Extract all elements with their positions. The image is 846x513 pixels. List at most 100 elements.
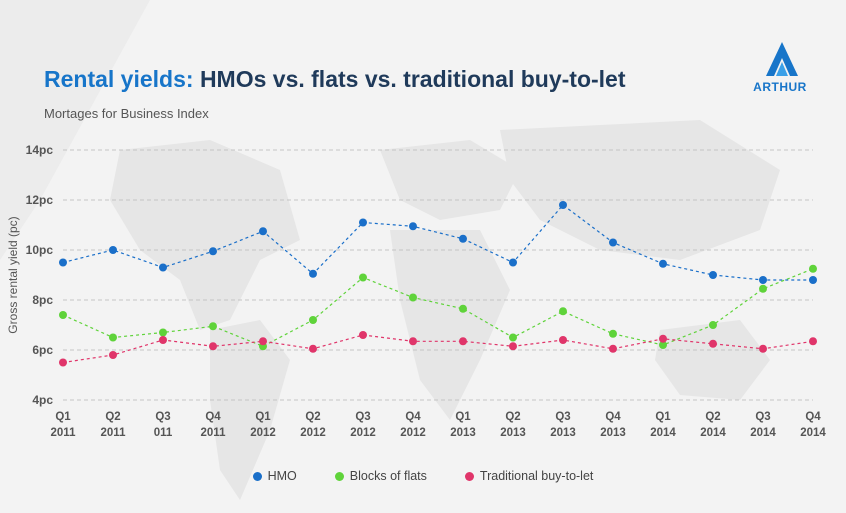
y-tick-label: 6pc xyxy=(32,343,53,357)
legend-label: Traditional buy-to-let xyxy=(479,469,594,483)
x-tick-label-year: 2011 xyxy=(51,427,77,439)
data-point-traditional-buy-to-let xyxy=(659,334,667,343)
logo-text: ARTHUR xyxy=(753,80,807,94)
data-point-traditional-buy-to-let xyxy=(609,344,617,353)
x-tick-label-quarter: Q1 xyxy=(655,411,671,423)
data-point-blocks-of-flats xyxy=(809,264,817,273)
data-point-traditional-buy-to-let xyxy=(159,336,167,344)
data-point-blocks-of-flats xyxy=(409,293,417,302)
legend-label: HMO xyxy=(267,469,297,483)
data-point-hmo xyxy=(209,247,217,256)
legend-label: Blocks of flats xyxy=(349,469,427,483)
chart-legend: HMO Blocks of flats Traditional buy-to-let xyxy=(0,469,846,483)
data-point-hmo xyxy=(559,201,567,209)
chart-subtitle: Mortages for Business Index xyxy=(44,106,209,121)
series-line-blocks-of-flats xyxy=(62,268,814,347)
legend-marker-icon xyxy=(334,471,344,481)
legend-item-hmo: HMO xyxy=(252,469,297,483)
data-point-blocks-of-flats xyxy=(759,284,767,293)
data-point-blocks-of-flats xyxy=(59,311,67,319)
y-axis-title: Gross rental yield (pc) xyxy=(6,216,20,333)
x-tick-label-quarter: Q4 xyxy=(805,411,821,423)
data-point-blocks-of-flats xyxy=(209,322,217,331)
x-tick-label-year: 2012 xyxy=(400,427,426,439)
data-point-hmo xyxy=(709,271,717,279)
legend-item-traditional-buy-to-let: Traditional buy-to-let xyxy=(464,469,594,483)
chart-title: Rental yields: HMOs vs. flats vs. tradit… xyxy=(44,66,626,93)
data-point-traditional-buy-to-let xyxy=(309,344,317,353)
x-tick-label-year: 2012 xyxy=(350,427,376,439)
x-tick-label-quarter: Q2 xyxy=(505,411,520,423)
x-tick-label-quarter: Q2 xyxy=(305,411,320,423)
legend-marker-icon xyxy=(252,471,262,481)
data-point-blocks-of-flats xyxy=(109,333,117,342)
data-point-hmo xyxy=(459,234,467,243)
data-point-hmo xyxy=(609,238,617,247)
x-tick-label-quarter: Q1 xyxy=(55,411,71,423)
x-tick-label-quarter: Q2 xyxy=(105,411,120,423)
x-tick-label-quarter: Q4 xyxy=(205,411,221,423)
x-tick-label-quarter: Q4 xyxy=(405,411,421,423)
y-tick-label: 14pc xyxy=(26,143,54,157)
data-point-traditional-buy-to-let xyxy=(809,337,817,346)
data-point-hmo xyxy=(359,218,367,227)
x-tick-label-year: 2011 xyxy=(201,427,227,439)
data-point-hmo xyxy=(509,258,517,267)
x-tick-label-year: 2012 xyxy=(250,427,276,439)
data-point-hmo xyxy=(759,276,767,284)
data-point-hmo xyxy=(809,276,817,284)
x-tick-label-year: 2013 xyxy=(500,427,526,439)
data-point-blocks-of-flats xyxy=(609,329,617,338)
data-point-hmo xyxy=(659,259,667,268)
x-tick-label-quarter: Q3 xyxy=(355,411,370,423)
x-tick-label-year: 011 xyxy=(154,427,173,439)
legend-marker-icon xyxy=(464,471,474,481)
data-point-traditional-buy-to-let xyxy=(209,342,217,351)
x-tick-label-quarter: Q1 xyxy=(255,411,271,423)
data-point-traditional-buy-to-let xyxy=(709,339,717,348)
x-tick-label-quarter: Q2 xyxy=(705,411,720,423)
y-tick-label: 4pc xyxy=(32,393,53,407)
data-point-blocks-of-flats xyxy=(509,333,517,342)
data-point-hmo xyxy=(59,258,67,267)
y-tick-label: 8pc xyxy=(32,293,53,307)
data-point-traditional-buy-to-let xyxy=(259,337,267,346)
data-point-traditional-buy-to-let xyxy=(559,336,567,344)
data-point-blocks-of-flats xyxy=(359,273,367,282)
x-tick-label-quarter: Q3 xyxy=(755,411,770,423)
x-tick-label-year: 2013 xyxy=(450,427,476,439)
data-point-hmo xyxy=(109,246,117,254)
title-accent: Rental yields: xyxy=(44,66,194,92)
x-tick-label-year: 2012 xyxy=(300,427,326,439)
x-tick-label-quarter: Q1 xyxy=(455,411,471,423)
title-main: HMOs vs. flats vs. traditional buy-to-le… xyxy=(199,66,626,92)
x-tick-label-year: 2014 xyxy=(650,427,676,439)
x-tick-label-quarter: Q4 xyxy=(605,411,621,423)
data-point-traditional-buy-to-let xyxy=(409,337,417,346)
data-point-blocks-of-flats xyxy=(459,304,467,313)
series-line-traditional-buy-to-let xyxy=(62,334,814,364)
x-tick-label-year: 2013 xyxy=(550,427,576,439)
y-tick-label: 10pc xyxy=(26,243,54,257)
x-tick-label-year: 2013 xyxy=(600,427,626,439)
series-line-hmo xyxy=(62,204,813,281)
data-point-blocks-of-flats xyxy=(659,341,667,349)
data-point-traditional-buy-to-let xyxy=(359,331,367,339)
data-point-traditional-buy-to-let xyxy=(109,351,117,359)
data-point-hmo xyxy=(259,227,267,236)
data-point-blocks-of-flats xyxy=(159,328,167,337)
x-tick-label-quarter: Q3 xyxy=(555,411,570,423)
data-point-hmo xyxy=(159,263,167,272)
data-point-blocks-of-flats xyxy=(559,307,567,316)
data-point-hmo xyxy=(409,222,417,231)
x-tick-label-year: 2014 xyxy=(800,427,826,439)
data-point-hmo xyxy=(309,269,317,278)
x-tick-label-year: 2014 xyxy=(700,427,726,439)
data-point-traditional-buy-to-let xyxy=(59,358,67,367)
data-point-traditional-buy-to-let xyxy=(459,337,467,346)
x-tick-label-year: 2011 xyxy=(101,427,127,439)
data-point-blocks-of-flats xyxy=(709,321,717,329)
x-tick-label-year: 2014 xyxy=(750,427,776,439)
x-tick-label-quarter: Q3 xyxy=(155,411,170,423)
